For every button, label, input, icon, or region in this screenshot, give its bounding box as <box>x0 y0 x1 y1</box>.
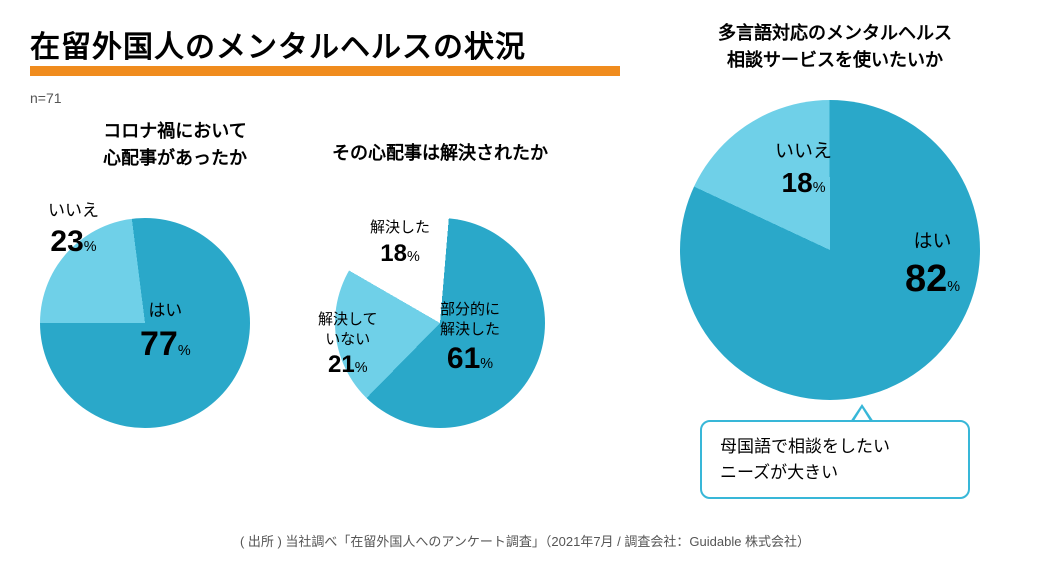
chart1-label-no: いいえ 23% <box>48 200 99 261</box>
sample-size: n=71 <box>30 90 62 106</box>
pct-unit: % <box>480 356 493 372</box>
chart1-no-value: 23 <box>50 225 83 258</box>
chart2-resolved-value: 18 <box>380 240 407 267</box>
chart1-title-line2: 心配事があったか <box>103 148 247 168</box>
chart2-partial-l1: 部分的に <box>440 300 500 320</box>
chart2-label-unresolved: 解決して いない 21% <box>318 310 378 380</box>
pct-unit: % <box>355 360 368 376</box>
chart3-title-line2: 相談サービスを使いたいか <box>727 50 943 70</box>
pct-unit: % <box>947 279 960 295</box>
chart2-unresolved-l2: いない <box>318 330 378 350</box>
pct-unit: % <box>813 180 826 196</box>
callout-box: 母国語で相談をしたい ニーズが大きい <box>700 420 970 499</box>
chart2-partial-l2: 解決した <box>440 320 500 340</box>
chart3-no-value: 18 <box>782 167 813 198</box>
chart1-no-label: いいえ <box>48 200 99 222</box>
callout-line1: 母国語で相談をしたい <box>720 437 890 456</box>
chart1-title-line1: コロナ禍において <box>103 121 246 141</box>
chart2-label-resolved: 解決した 18% <box>370 218 430 269</box>
chart1-label-yes: はい 77% <box>140 300 191 366</box>
chart3-title-line1: 多言語対応のメンタルヘルス <box>718 23 952 43</box>
title-underline <box>30 66 620 76</box>
pct-unit: % <box>407 249 420 265</box>
source-text: ( 出所 ) 当社調べ「在留外国人へのアンケート調査」（2021年7月 / 調査… <box>0 531 1050 550</box>
chart2-title: その心配事は解決されたか <box>310 140 570 167</box>
chart2-label-partial: 部分的に 解決した 61% <box>440 300 500 378</box>
chart3-yes-label: はい <box>905 230 960 255</box>
pct-unit: % <box>84 239 97 255</box>
chart2-unresolved-value: 21 <box>328 351 355 378</box>
chart3-yes-value: 82 <box>905 258 947 300</box>
chart2-partial-value: 61 <box>447 342 480 375</box>
chart2-unresolved-l1: 解決して <box>318 310 378 330</box>
callout-line2: ニーズが大きい <box>720 463 838 482</box>
chart1-title: コロナ禍において 心配事があったか <box>65 118 285 172</box>
chart3-label-no: いいえ 18% <box>775 140 832 201</box>
chart1-yes-value: 77 <box>140 325 178 363</box>
chart3-label-yes: はい 82% <box>905 230 960 304</box>
chart1-yes-label: はい <box>140 300 191 322</box>
chart3-no-label: いいえ <box>775 140 832 165</box>
chart3-title: 多言語対応のメンタルヘルス 相談サービスを使いたいか <box>675 20 995 74</box>
chart2-resolved-label: 解決した <box>370 218 430 238</box>
page-title: 在留外国人のメンタルヘルスの状況 <box>30 22 526 66</box>
pct-unit: % <box>178 343 191 359</box>
